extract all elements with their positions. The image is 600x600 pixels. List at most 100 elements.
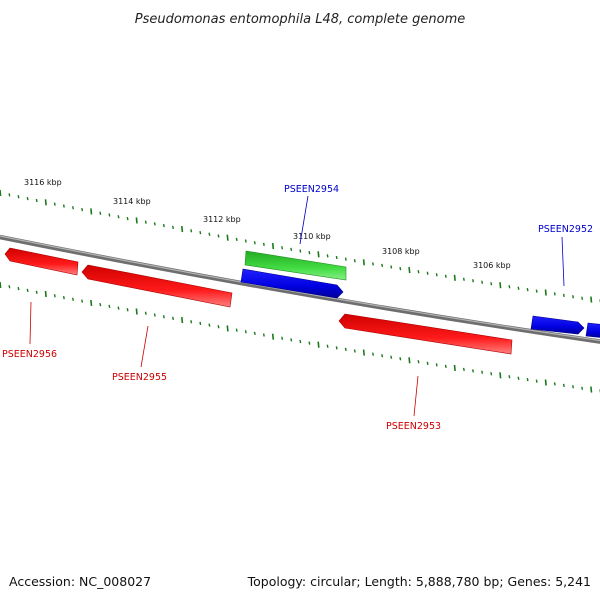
inner-minor-tick [444,364,447,369]
outer-minor-tick [62,204,65,208]
outer-minor-tick [244,239,247,243]
gene-pseen2955[interactable] [81,264,233,308]
outer-minor-tick [26,196,29,201]
inner-major-tick [590,386,593,393]
inner-minor-tick [190,320,193,324]
inner-minor-tick [481,370,484,374]
inner-minor-tick [117,306,120,310]
outer-major-tick [453,274,456,281]
scale-label-3116: 3116 kbp [24,178,62,187]
inner-minor-tick [26,288,29,293]
outer-major-tick [362,259,365,266]
scale-label-3106: 3106 kbp [473,261,511,270]
outer-minor-tick [444,274,447,278]
outer-minor-tick [208,232,211,236]
inner-minor-tick [8,285,11,289]
inner-minor-tick [526,377,529,382]
scale-label-3112: 3112 kbp [203,215,241,224]
outer-minor-tick [308,250,311,255]
outer-minor-tick [190,229,193,233]
gene-pseen2956[interactable] [4,247,79,276]
gene-partial-forward[interactable] [585,322,600,338]
gene-green-forward[interactable] [244,250,347,281]
inner-minor-tick [253,331,256,336]
inner-minor-tick [581,386,584,390]
outer-minor-tick [508,285,511,289]
inner-minor-tick [417,360,420,364]
gene-label-pseen2954[interactable]: PSEEN2954 [284,184,339,195]
outer-minor-tick [526,287,529,292]
inner-minor-tick [144,311,147,315]
inner-major-tick [90,299,93,306]
label-line-pseen2953 [413,375,419,417]
gene-pseen2953[interactable] [338,313,513,355]
inner-minor-tick [517,376,520,380]
outer-minor-tick [108,213,111,217]
inner-major-tick [453,364,456,371]
outer-minor-tick [299,249,302,253]
outer-minor-tick [581,296,584,300]
inner-minor-tick [462,367,465,372]
inner-minor-tick [508,375,511,379]
inner-major-tick [135,308,138,315]
outer-minor-tick [490,282,493,286]
outer-minor-tick [517,286,520,290]
scale-label-3110: 3110 kbp [293,232,331,241]
inner-minor-tick [553,382,556,386]
outer-major-tick [44,199,47,206]
gene-label-pseen2955[interactable]: PSEEN2955 [112,372,167,383]
outer-minor-tick [99,211,102,215]
outer-major-tick [544,289,547,296]
label-line-pseen2955 [140,325,149,368]
gene-label-pseen2952[interactable]: PSEEN2952 [538,224,593,235]
outer-minor-tick [426,271,429,275]
outer-minor-tick [553,292,556,296]
outer-major-tick [135,217,138,224]
scale-label-3108: 3108 kbp [382,247,420,256]
outer-minor-tick [217,234,220,238]
gene-pseen2954[interactable] [240,268,344,299]
inner-minor-tick [217,325,220,329]
outer-major-tick [317,251,320,258]
gene-label-pseen2956[interactable]: PSEEN2956 [2,349,57,360]
outer-major-tick [226,234,229,241]
inner-minor-tick [208,323,211,327]
inner-minor-tick [281,336,284,340]
inner-minor-tick [472,369,474,373]
inner-minor-tick [326,344,329,348]
outer-minor-tick [290,247,293,252]
outer-minor-tick [353,259,356,263]
inner-minor-tick [426,361,429,366]
outer-minor-tick [117,215,120,219]
outer-minor-tick [281,246,284,250]
outer-major-tick [408,267,411,274]
outer-tick-ring [0,189,600,303]
inner-minor-tick [372,352,374,356]
inner-major-tick [408,357,411,364]
outer-minor-tick [572,295,574,299]
inner-major-tick [0,281,2,289]
inner-minor-tick [17,286,20,291]
inner-minor-tick [572,385,574,389]
outer-minor-tick [381,263,384,268]
outer-minor-tick [535,289,538,293]
gene-pseen2952[interactable] [530,315,585,335]
inner-minor-tick [399,357,402,361]
outer-minor-tick [199,230,202,235]
outer-major-tick [499,282,502,289]
inner-minor-tick [62,295,65,300]
outer-minor-tick [562,293,565,298]
inner-major-tick [362,349,365,356]
inner-major-tick [317,341,320,348]
outer-minor-tick [144,220,147,224]
scale-label-3114: 3114 kbp [113,197,151,206]
outer-minor-tick [262,242,265,247]
outer-minor-tick [344,257,347,261]
inner-major-tick [544,379,547,386]
inner-minor-tick [81,299,84,303]
outer-minor-tick [8,193,11,197]
outer-minor-tick [399,266,402,271]
inner-major-tick [271,333,275,340]
gene-label-pseen2953[interactable]: PSEEN2953 [386,421,441,432]
